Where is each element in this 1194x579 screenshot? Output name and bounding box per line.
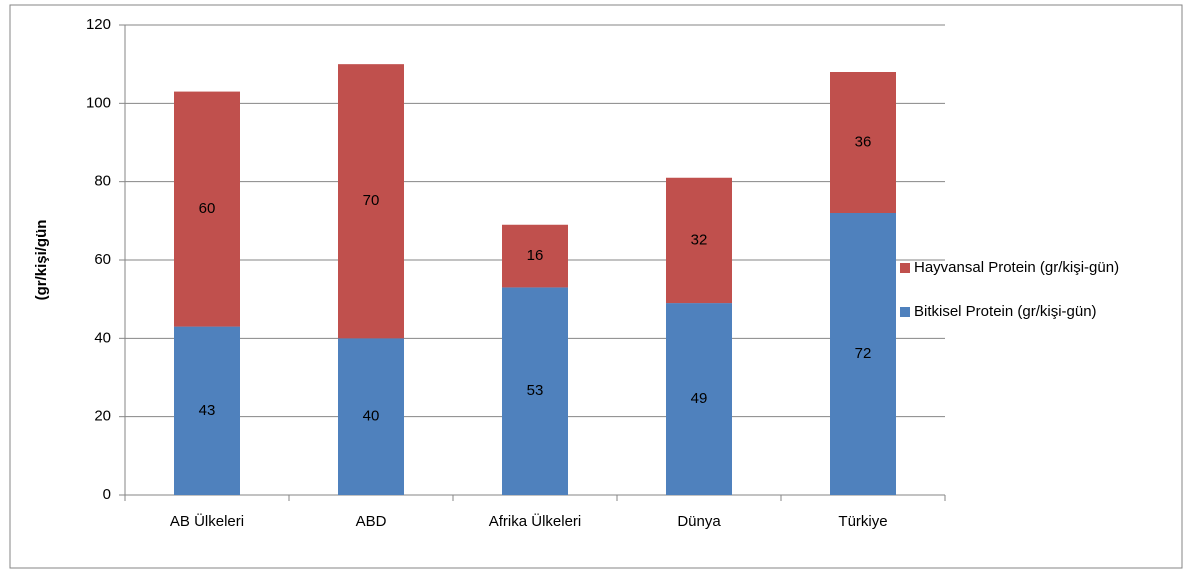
x-tick-label: Türkiye [838,513,887,530]
y-axis-label: (gr/kişi/gün [33,220,50,301]
data-label: 60 [199,200,216,217]
bar-segment [502,224,568,288]
legend-swatch [900,307,910,317]
bar-segment [174,326,240,495]
bar-segment [174,91,240,327]
x-tick-label: Dünya [677,513,721,530]
legend-label: Hayvansal Protein (gr/kişi-gün) [914,259,1119,276]
data-label: 36 [855,133,872,150]
data-label: 40 [363,408,380,425]
y-tick-label: 20 [94,408,111,425]
data-label: 72 [855,345,872,362]
data-label: 49 [691,390,708,407]
bar-segment [338,64,404,339]
bar-segment [666,303,732,495]
y-tick-label: 120 [86,16,111,33]
legend-swatch [900,263,910,273]
data-label: 16 [527,247,544,264]
data-label: 53 [527,382,544,399]
bar-segment [830,72,896,213]
y-tick-label: 100 [86,94,111,111]
data-label: 43 [199,402,216,419]
legend-label: Bitkisel Protein (gr/kişi-gün) [914,303,1097,320]
bar-segment [338,338,404,495]
x-tick-label: AB Ülkeleri [170,512,244,530]
y-tick-label: 60 [94,251,111,268]
data-label: 32 [691,231,708,248]
y-tick-label: 80 [94,173,111,190]
x-tick-label: ABD [356,513,387,530]
data-label: 70 [363,192,380,209]
bar-segment [830,213,896,495]
bar-segment [666,177,732,304]
y-tick-label: 0 [103,486,111,503]
y-tick-label: 40 [94,329,111,346]
bar-segment [502,287,568,495]
x-tick-label: Afrika Ülkeleri [489,512,582,530]
